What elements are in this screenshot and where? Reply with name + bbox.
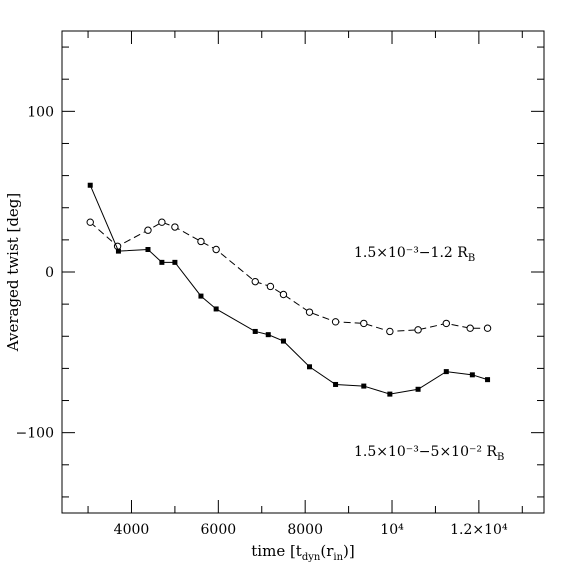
data-point	[442, 319, 450, 328]
data-point	[265, 332, 271, 338]
x-axis-label-sub: dyn	[302, 552, 321, 563]
data-point	[252, 328, 258, 334]
data-point	[213, 306, 219, 312]
data-point	[171, 223, 179, 231]
data-point	[469, 372, 475, 378]
annotation-dashed-series: 1.5×10⁻³−1.2 RB	[354, 245, 475, 264]
x-tick-label: 6000	[201, 522, 237, 538]
data-point	[485, 377, 491, 383]
data-point	[361, 383, 367, 389]
data-point	[144, 226, 152, 234]
plot-frame	[61, 30, 545, 514]
x-tick-label: 8000	[287, 522, 323, 538]
x-tick-label: 10⁴	[380, 522, 404, 538]
series-solid-filled-square	[87, 182, 491, 397]
data-point	[280, 338, 286, 344]
data-point	[443, 369, 449, 375]
data-point	[172, 259, 178, 265]
y-tick-label: 0	[45, 265, 54, 281]
data-point	[115, 248, 121, 254]
y-tick-label: 100	[27, 104, 54, 120]
data-point	[87, 182, 93, 188]
series-layer	[86, 182, 492, 397]
tick-labels: 4000 6000 8000 10⁴ 1.2×10⁴ 100 0 −100	[16, 104, 508, 538]
series-line	[89, 221, 488, 332]
x-tick-label: 4000	[114, 522, 150, 538]
series-dashed-open-circle	[86, 218, 492, 336]
data-point	[159, 259, 165, 265]
x-axis-label-sub2: in	[333, 552, 343, 563]
data-point	[466, 324, 474, 332]
y-axis-label: Averaged twist [deg]	[4, 193, 22, 352]
data-point	[197, 237, 205, 246]
data-point	[305, 308, 314, 316]
data-point	[331, 318, 340, 326]
data-point	[279, 290, 288, 299]
data-point	[415, 386, 421, 392]
data-point	[387, 391, 393, 397]
data-point	[414, 326, 422, 334]
data-point	[198, 293, 204, 299]
data-point	[266, 282, 275, 291]
data-point	[145, 247, 151, 253]
series-line	[89, 185, 488, 395]
data-point	[360, 319, 368, 328]
annotation-solid-series: 1.5×10⁻³−5×10⁻² RB	[354, 444, 504, 463]
axis-ticks	[62, 31, 544, 513]
data-point	[251, 277, 259, 286]
x-tick-label: 1.2×10⁴	[450, 522, 508, 538]
y-tick-label: −100	[16, 426, 54, 442]
data-point	[158, 218, 166, 226]
data-point	[307, 364, 313, 370]
data-point	[333, 381, 339, 387]
data-point	[386, 327, 394, 336]
data-point	[86, 218, 94, 226]
x-axis-label: time [tdyn(rin)]	[251, 542, 354, 563]
data-point	[212, 245, 220, 254]
data-point	[483, 324, 492, 332]
